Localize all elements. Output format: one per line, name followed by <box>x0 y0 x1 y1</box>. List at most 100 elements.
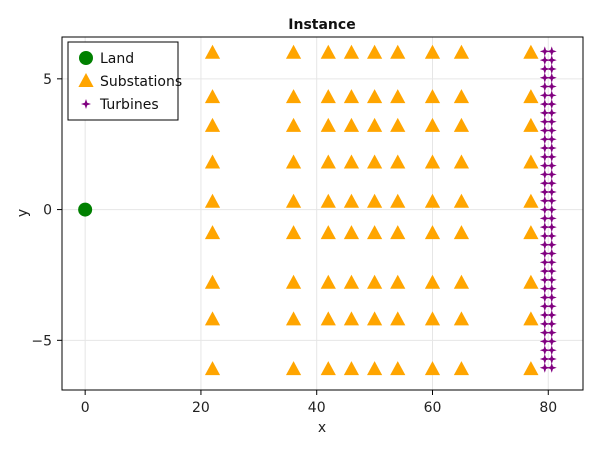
substations-point <box>390 117 406 132</box>
turbines-point <box>546 143 557 154</box>
turbines-point <box>539 336 550 347</box>
substations-point <box>453 89 470 104</box>
turbines-point <box>546 362 557 373</box>
turbines-point <box>546 55 557 66</box>
substations-point <box>343 89 360 104</box>
substations-point <box>367 89 383 104</box>
substations-point <box>523 44 539 59</box>
turbines-point <box>546 336 557 347</box>
substations-point <box>343 225 360 240</box>
substations-point <box>204 274 221 289</box>
turbines-point <box>546 46 557 57</box>
turbines-point <box>546 99 557 110</box>
turbines-point <box>539 55 550 66</box>
substations-point <box>523 89 539 104</box>
substations-point <box>523 117 539 132</box>
substations-point <box>390 274 406 289</box>
turbines-point <box>539 318 550 329</box>
turbines-point <box>539 239 550 250</box>
turbines-point <box>539 151 550 162</box>
substations-point <box>320 44 336 59</box>
x-tick-label: 60 <box>424 400 442 416</box>
turbines-point <box>539 213 550 224</box>
turbines-point <box>546 230 557 241</box>
turbines-point <box>546 292 557 303</box>
plot-frame <box>61 36 584 391</box>
substations-point <box>390 154 406 169</box>
turbines-point <box>546 116 557 127</box>
substations-point <box>390 89 406 104</box>
legend-label-substations: Substations <box>100 74 182 90</box>
substations-point <box>367 154 383 169</box>
turbines-point <box>546 90 557 101</box>
turbines-point <box>539 222 550 233</box>
turbines-point <box>539 230 550 241</box>
substations-point <box>424 225 441 240</box>
substations-point <box>343 274 360 289</box>
substations-legend-marker <box>78 73 94 87</box>
turbines-point <box>539 266 550 277</box>
turbines-point <box>546 353 557 364</box>
turbines-point <box>539 143 550 154</box>
substations-point <box>204 154 221 169</box>
turbines-point <box>539 345 550 356</box>
substations-point <box>453 311 470 326</box>
turbines-point <box>546 107 557 118</box>
turbines-point <box>546 187 557 197</box>
turbines-point <box>546 266 557 277</box>
substations-point <box>523 361 539 376</box>
x-tick-label: 20 <box>192 400 210 416</box>
turbines-point <box>539 187 550 197</box>
substations-point <box>390 361 406 376</box>
substations-point <box>390 311 406 326</box>
turbines-point <box>539 125 550 136</box>
substations-point <box>320 274 336 289</box>
turbines-point <box>539 204 550 215</box>
turbines-point <box>539 178 550 189</box>
x-tick-label: 80 <box>539 400 557 416</box>
turbines-point <box>546 301 557 312</box>
x-tick-label: 0 <box>81 400 90 416</box>
turbines-point <box>546 257 557 268</box>
turbines-point <box>539 169 550 180</box>
turbines-point <box>539 362 550 373</box>
substations-point <box>285 274 302 289</box>
substations-point <box>424 361 441 376</box>
y-tick-label: 0 <box>43 203 52 219</box>
substations-point <box>453 193 470 208</box>
turbines-point <box>546 178 557 189</box>
turbines-point <box>546 239 557 250</box>
substations-point <box>424 193 441 208</box>
substations-point <box>320 361 336 376</box>
substations-point <box>343 361 360 376</box>
turbines-point <box>546 345 557 356</box>
substations-point <box>367 117 383 132</box>
y-axis-label: y <box>15 209 31 217</box>
turbines-point <box>539 283 550 294</box>
turbines-point <box>546 160 557 171</box>
substations-point <box>367 311 383 326</box>
y-tick-label: −5 <box>31 333 52 349</box>
turbines-point <box>546 222 557 233</box>
turbines-point <box>546 72 557 83</box>
turbines-point <box>546 195 557 206</box>
turbines-point <box>546 248 557 259</box>
substations-point <box>320 117 336 132</box>
substations-point <box>453 44 470 59</box>
legend-label-land: Land <box>100 51 134 67</box>
turbines-point <box>546 169 557 180</box>
turbines-point <box>546 327 557 338</box>
turbines-point <box>539 134 550 145</box>
substations-point <box>343 193 360 208</box>
substations-point <box>453 361 470 376</box>
substations-point <box>204 193 221 208</box>
turbines-point <box>546 213 557 224</box>
substations-point <box>285 44 302 59</box>
land-legend-marker <box>79 51 93 65</box>
turbines-point <box>546 283 557 294</box>
substations-point <box>343 154 360 169</box>
substations-point <box>367 361 383 376</box>
substations-point <box>285 89 302 104</box>
substations-point <box>204 311 221 326</box>
axis-ticks: 0 20 40 60 80 −5 0 5 <box>31 72 557 416</box>
